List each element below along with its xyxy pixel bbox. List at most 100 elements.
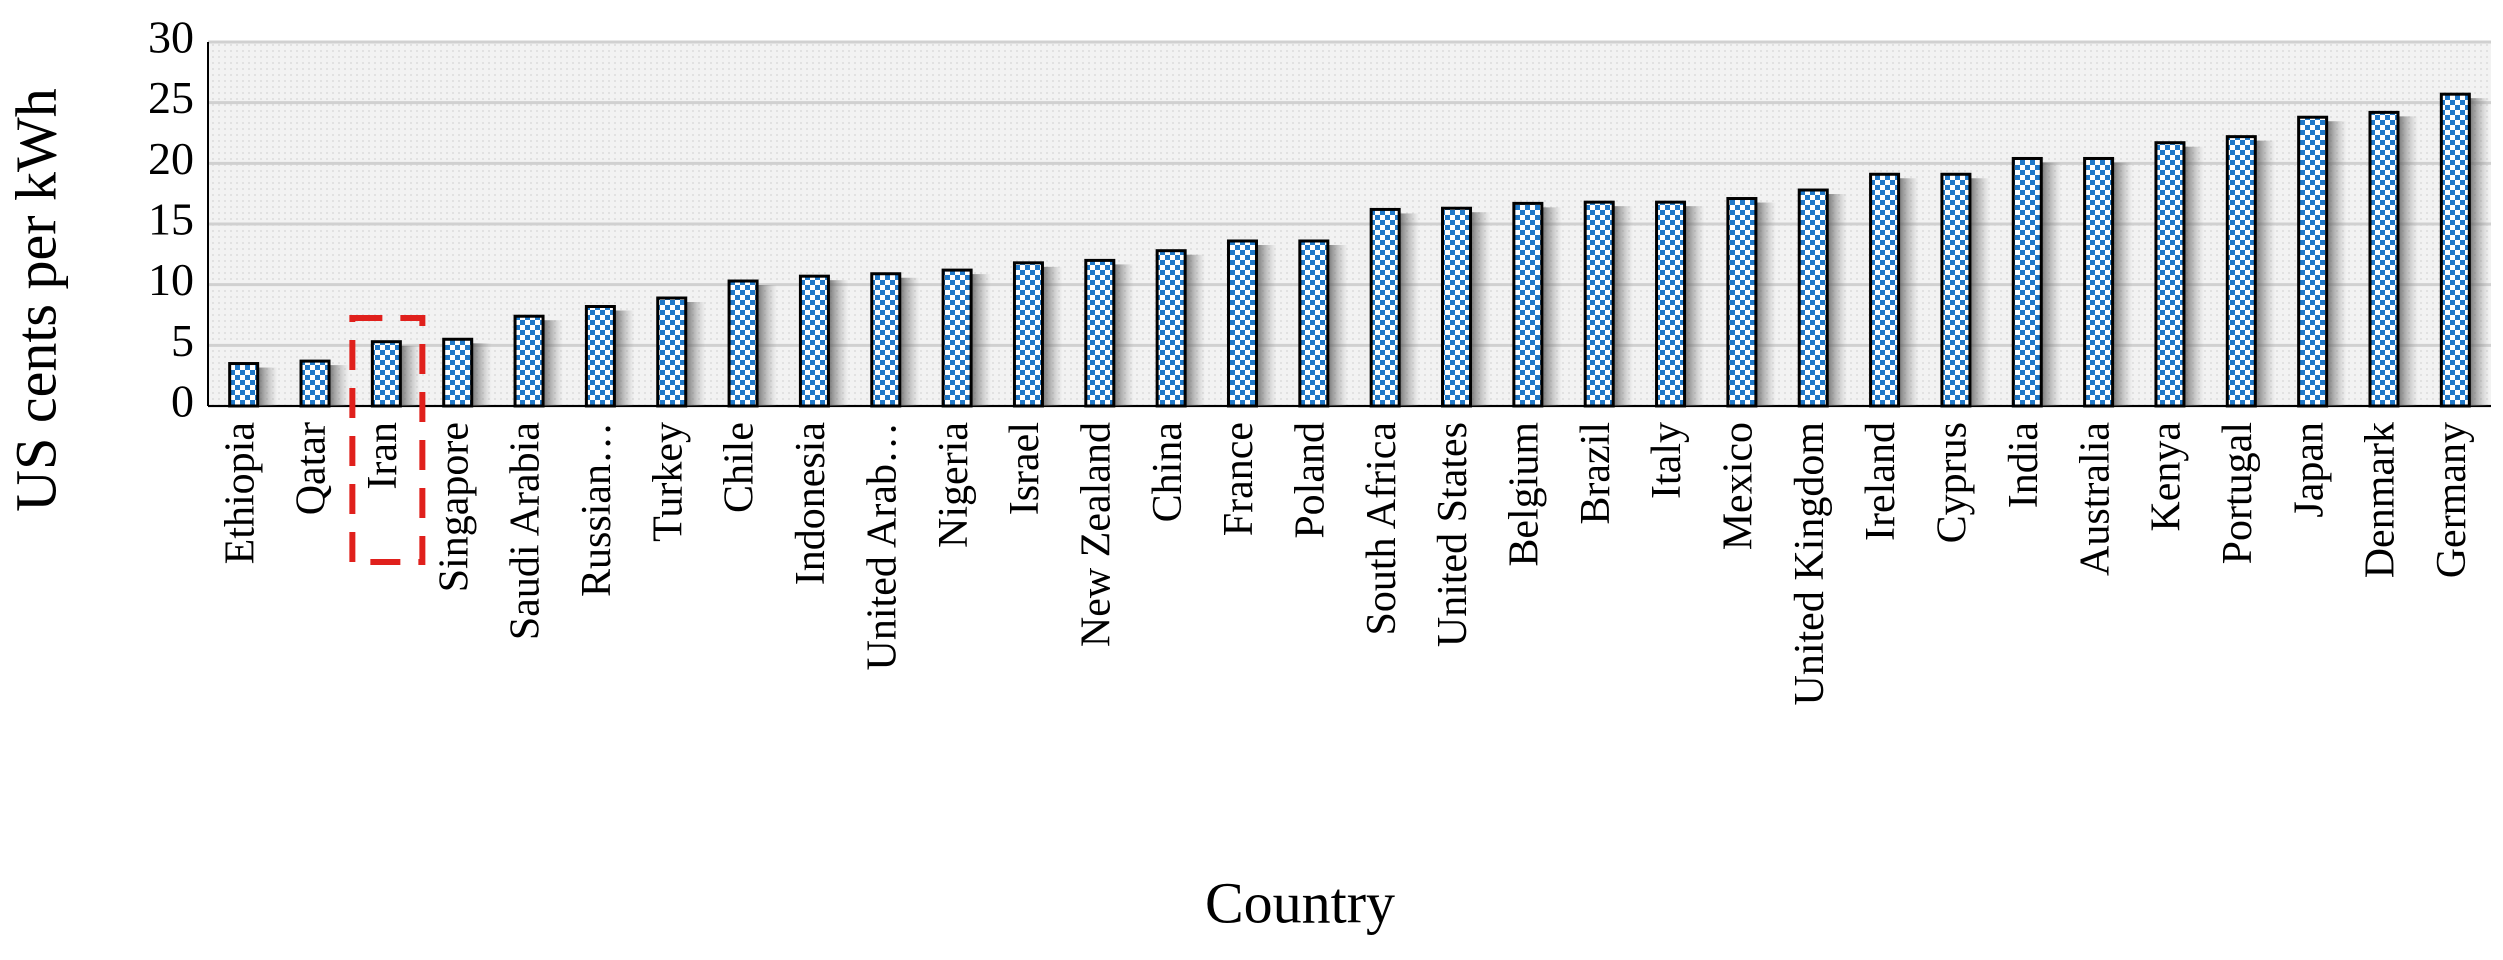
- bar: [2297, 115, 2329, 408]
- bar-shadow: [1327, 244, 1348, 406]
- x-tick-label: Poland: [1287, 422, 1333, 539]
- x-tick-label: Japan: [2286, 422, 2332, 518]
- bar: [1012, 261, 1044, 408]
- bar: [2011, 156, 2043, 408]
- bar: [1655, 200, 1687, 408]
- bar-shadow: [1541, 207, 1562, 406]
- bar: [228, 362, 260, 408]
- x-tick-label: India: [2001, 422, 2047, 509]
- highlight-box: [349, 315, 426, 565]
- x-tick-label: Kenya: [2144, 422, 2190, 532]
- x-tick-label: United Kingdom: [1787, 422, 1833, 706]
- bar: [2083, 156, 2115, 408]
- bar: [2225, 135, 2257, 408]
- bar: [798, 274, 830, 408]
- bar: [1369, 207, 1401, 408]
- x-axis-title: Country: [1205, 870, 1395, 935]
- y-axis-title: US cents per kWh: [3, 88, 68, 512]
- y-tick-label: 0: [171, 376, 194, 427]
- bar-shadow: [543, 320, 564, 406]
- x-tick-label: Mexico: [1716, 422, 1762, 550]
- x-tick-label: Indonesia: [788, 422, 834, 586]
- y-tick-label: 15: [148, 194, 194, 245]
- bar: [2368, 110, 2400, 408]
- bar: [870, 272, 902, 408]
- x-tick-label: Italy: [1644, 422, 1690, 499]
- x-tick-label: Cyprus: [1930, 422, 1976, 543]
- x-tick-label: Israel: [1002, 422, 1048, 515]
- bar-shadow: [2255, 140, 2276, 406]
- bar: [727, 279, 759, 408]
- bar-shadow: [1969, 178, 1990, 406]
- y-tick-label: 10: [148, 254, 194, 305]
- x-tick-label: Brazil: [1573, 422, 1619, 525]
- x-tick-label: Germany: [2429, 422, 2475, 578]
- bar: [1226, 239, 1258, 408]
- x-tick-label: United States: [1430, 422, 1476, 647]
- bar-shadow: [400, 345, 421, 406]
- x-tick-label: China: [1145, 422, 1191, 523]
- bar: [1441, 206, 1473, 408]
- y-tick-label: 25: [148, 72, 194, 123]
- bar-shadow: [2112, 162, 2133, 406]
- x-tick-label: Qatar: [289, 422, 335, 515]
- y-tick-label: 5: [171, 315, 194, 366]
- bar-shadow: [614, 310, 635, 406]
- x-tick-label: Iran: [360, 422, 406, 490]
- bar: [2439, 92, 2471, 408]
- bar-shadow: [1256, 244, 1277, 406]
- bar-shadow: [757, 285, 778, 406]
- bar: [370, 340, 402, 408]
- x-tick-label: Chile: [717, 422, 763, 513]
- x-tick-label: Russian…: [574, 422, 620, 597]
- x-tick-label: France: [1216, 422, 1262, 536]
- x-tick-label: United Arab…: [859, 422, 905, 670]
- bar-shadow: [1684, 206, 1705, 406]
- bar-shadow: [685, 302, 706, 406]
- x-tick-label: Saudi Arabia: [503, 422, 549, 640]
- bar-shadow: [1470, 212, 1491, 406]
- x-tick-label: Portugal: [2215, 422, 2261, 564]
- bar: [941, 268, 973, 408]
- bar-shadow: [1113, 264, 1134, 406]
- bar-shadow: [2041, 162, 2062, 406]
- bar: [299, 359, 331, 408]
- bar-shadow: [1185, 254, 1206, 406]
- bar-shadow: [828, 280, 849, 406]
- x-tick-label: Denmark: [2358, 422, 2404, 578]
- bar-shadow: [2326, 121, 2347, 406]
- x-tick-label: Ethiopia: [217, 422, 263, 565]
- x-tick-label: Australia: [2072, 422, 2118, 576]
- x-tick-label: Singapore: [431, 422, 477, 592]
- bar: [1726, 197, 1758, 408]
- bar: [513, 314, 545, 408]
- bar: [442, 337, 474, 408]
- bar-shadow: [2183, 146, 2204, 406]
- bar-shadow: [1399, 213, 1420, 406]
- bar-shadow: [1898, 178, 1919, 406]
- bar-shadow: [2469, 98, 2490, 406]
- bar-shadow: [1613, 206, 1634, 406]
- bar: [1797, 188, 1829, 408]
- bar: [1155, 249, 1187, 408]
- bar: [1298, 239, 1330, 408]
- bar-shadow: [257, 367, 278, 406]
- bar: [1869, 172, 1901, 408]
- bar-shadow: [471, 343, 492, 406]
- y-tick-label: 20: [148, 133, 194, 184]
- x-tick-label: Turkey: [645, 422, 691, 542]
- x-tick-label: South Africa: [1359, 422, 1405, 636]
- bar: [1084, 258, 1116, 408]
- x-tick-label: Ireland: [1858, 422, 1904, 541]
- bar: [656, 296, 688, 408]
- bar: [584, 305, 616, 408]
- bar: [1583, 200, 1615, 408]
- bar-shadow: [899, 277, 920, 406]
- x-tick-label: New Zealand: [1073, 422, 1119, 647]
- x-tick-label: Nigeria: [931, 422, 977, 548]
- bar-shadow: [329, 365, 350, 406]
- bar-shadow: [1042, 266, 1063, 406]
- bar-shadow: [1755, 202, 1776, 406]
- bar-shadow: [1827, 194, 1848, 406]
